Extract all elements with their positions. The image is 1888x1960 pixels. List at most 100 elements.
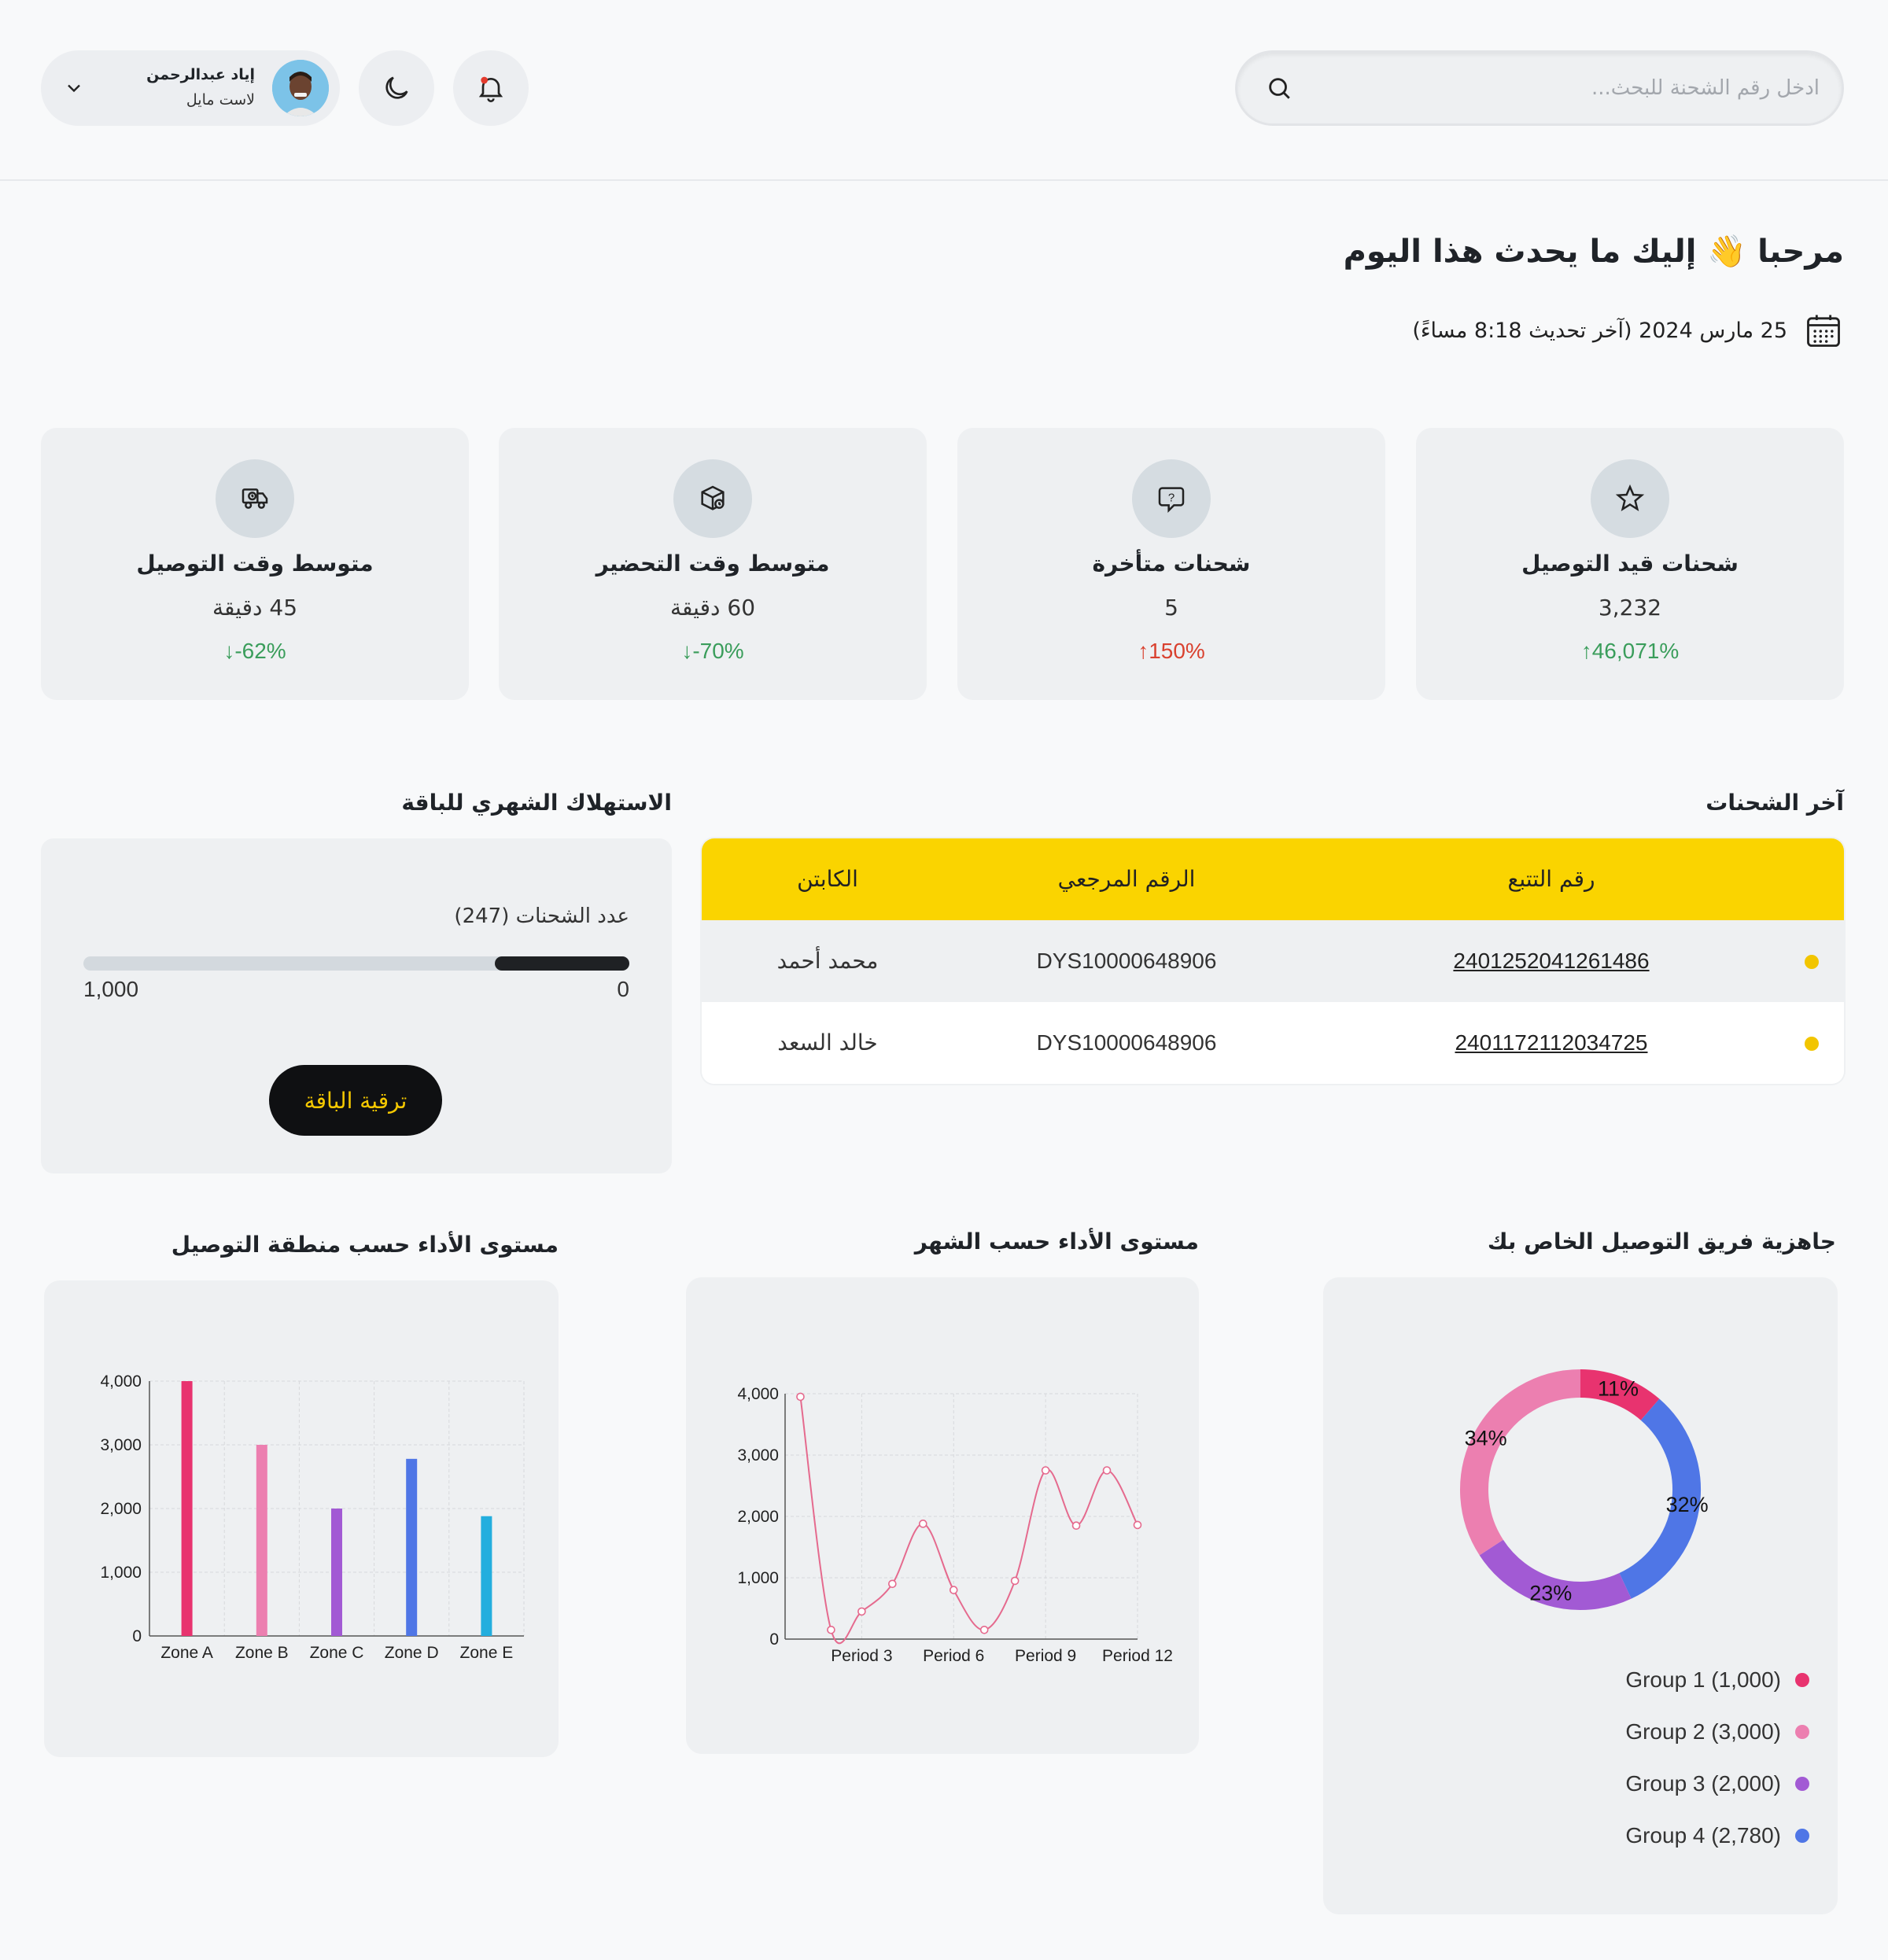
y-tick-label: 1,000: [737, 1569, 779, 1587]
stat-change: ↓-70%: [681, 639, 744, 663]
bar: [256, 1445, 267, 1636]
bar: [406, 1458, 418, 1636]
captain-name: خالد السعد: [777, 1030, 878, 1056]
bar-chart: 0 1,000 2,000 3,000 4,000 Zone A Zone B Zone C Z…: [100, 1372, 525, 1662]
x-tick-label: Zone D: [385, 1644, 439, 1662]
usage-panel: عدد الشحنات (247) 0 1,000 ترقية الباقة: [41, 838, 672, 1173]
donut-slice: [1479, 1539, 1632, 1610]
svg-text:?: ?: [1168, 491, 1174, 504]
x-tick-label: Period 6: [923, 1647, 984, 1665]
avatar: [272, 60, 329, 116]
arrow-up-icon: ↑: [1580, 639, 1592, 663]
user-menu[interactable]: إياد عبدالرحمن لاست مايل: [41, 50, 340, 126]
stat-card-delayed: ? شحنات متأخرة 5 ↑150%: [957, 428, 1385, 700]
table-row[interactable]: 2401252041261486 DYS10000648906 محمد أحم…: [702, 920, 1844, 1002]
status-dot: [1805, 955, 1819, 969]
search-bar[interactable]: [1235, 50, 1844, 126]
page-title: مرحبا 👋 إليك ما يحدث هذا اليوم: [1343, 234, 1844, 270]
slice-percent-label: 34%: [1465, 1427, 1507, 1450]
x-tick-label: Zone E: [460, 1644, 514, 1662]
legend-swatch: [1795, 1777, 1809, 1791]
legend-label: Group 3 (2,000): [1625, 1771, 1781, 1796]
arrow-down-icon: ↓: [223, 639, 235, 663]
stat-value: 3,232: [1598, 595, 1662, 621]
x-tick-label: Period 12: [1102, 1647, 1173, 1665]
stat-card-delivery-time: متوسط وقت التوصيل 45 دقيقة ↓-62%: [41, 428, 469, 700]
y-tick-label: 3,000: [100, 1436, 142, 1454]
y-tick-label: 0: [769, 1630, 779, 1649]
bell-icon: [478, 76, 503, 102]
slice-percent-label: 32%: [1666, 1493, 1709, 1516]
truck-icon: [242, 488, 268, 509]
data-point: [1010, 1576, 1020, 1586]
donut-slice: [1580, 1369, 1660, 1421]
stat-value: 60 دقيقة: [669, 595, 756, 621]
table-header: رقم التتبع الرقم المرجعي الكابتن: [702, 838, 1844, 920]
x-tick-label: Zone A: [160, 1644, 213, 1662]
data-point: [1133, 1520, 1142, 1530]
legend-label: Group 4 (2,780): [1625, 1823, 1781, 1848]
data-point: [1102, 1466, 1112, 1475]
arrow-down-icon: ↓: [681, 639, 693, 663]
line-chart: 0 1,000 2,000 3,000 4,000 Period 3 Period 6 Per…: [737, 1385, 1173, 1665]
data-point: [949, 1586, 958, 1594]
slice-percent-label: 11%: [1598, 1377, 1639, 1401]
search-icon: [1269, 78, 1290, 99]
last-update-date: 25 مارس 2024 (آخر تحديث 8:18 مساءً): [1412, 318, 1787, 343]
readiness-chart-title: جاهزية فريق التوصيل الخاص بك: [1487, 1229, 1836, 1254]
notifications-button[interactable]: [453, 50, 529, 126]
donut-chart: 11% 32% 23% 34%: [1460, 1369, 1709, 1610]
usage-label: عدد الشحنات (247): [454, 904, 629, 928]
chat-question-icon: ?: [1158, 487, 1185, 514]
stat-change: ↑46,071%: [1580, 639, 1680, 663]
legend-label: Group 1 (1,000): [1625, 1667, 1781, 1692]
usage-max: 1,000: [83, 977, 139, 1001]
data-point: [1041, 1466, 1050, 1475]
y-tick-label: 1,000: [100, 1564, 142, 1582]
donut-slice: [1460, 1369, 1581, 1556]
usage-progress-fill: [494, 956, 629, 971]
x-tick-label: Period 9: [1015, 1647, 1076, 1665]
status-dot: [1805, 1037, 1819, 1051]
data-point: [919, 1520, 927, 1528]
legend-swatch: [1795, 1725, 1809, 1739]
shipments-title: آخر الشحنات: [1705, 790, 1844, 816]
data-point: [888, 1579, 897, 1589]
dark-mode-toggle[interactable]: [359, 50, 434, 126]
stat-change: ↓-62%: [223, 639, 286, 663]
table-row[interactable]: 2401172112034725 DYS10000648906 خالد الس…: [702, 1002, 1844, 1084]
stat-value: 45 دقيقة: [212, 595, 298, 621]
legend-item: Group 3 (2,000): [1625, 1768, 1809, 1800]
tracking-link[interactable]: 2401172112034725: [1455, 1030, 1648, 1055]
user-name: إياد عبدالرحمن: [146, 66, 255, 83]
y-tick-label: 4,000: [100, 1372, 142, 1391]
search-input[interactable]: [1300, 53, 1820, 123]
monthly-chart-panel: 0 1,000 2,000 3,000 4,000 Period 3 Period 6 Per…: [686, 1277, 1199, 1754]
legend-item: Group 2 (3,000): [1625, 1716, 1809, 1748]
column-header: الكابتن: [797, 866, 858, 892]
x-tick-label: Zone C: [310, 1644, 364, 1662]
y-tick-label: 2,000: [100, 1500, 142, 1518]
data-point: [1071, 1521, 1081, 1531]
star-icon: [1615, 484, 1645, 512]
stat-card-prep-time: متوسط وقت التحضير 60 دقيقة ↓-70%: [499, 428, 927, 700]
y-tick-label: 3,000: [737, 1446, 779, 1464]
stat-title: شحنات متأخرة: [1092, 551, 1251, 577]
series-line: [799, 1396, 1138, 1645]
arrow-up-icon: ↑: [1138, 639, 1149, 663]
usage-min: 0: [617, 977, 629, 1001]
top-bar: إياد عبدالرحمن لاست مايل: [0, 0, 1888, 181]
stat-card-in-delivery: شحنات قيد التوصيل 3,232 ↑46,071%: [1416, 428, 1844, 700]
data-point: [827, 1625, 835, 1634]
user-role: لاست مايل: [186, 91, 255, 109]
tracking-link[interactable]: 2401252041261486: [1453, 949, 1650, 973]
stat-change: ↑150%: [1138, 639, 1205, 663]
data-point: [979, 1625, 989, 1634]
moon-icon: [385, 76, 408, 99]
x-tick-label: Period 3: [831, 1647, 892, 1665]
usage-title: الاستهلاك الشهري للباقة: [401, 790, 672, 816]
upgrade-plan-button[interactable]: ترقية الباقة: [269, 1065, 442, 1136]
zone-chart-title: مستوى الأداء حسب منطقة التوصيل: [171, 1232, 559, 1258]
column-header: الرقم المرجعي: [1057, 866, 1196, 892]
legend-item: Group 4 (2,780): [1625, 1820, 1809, 1851]
